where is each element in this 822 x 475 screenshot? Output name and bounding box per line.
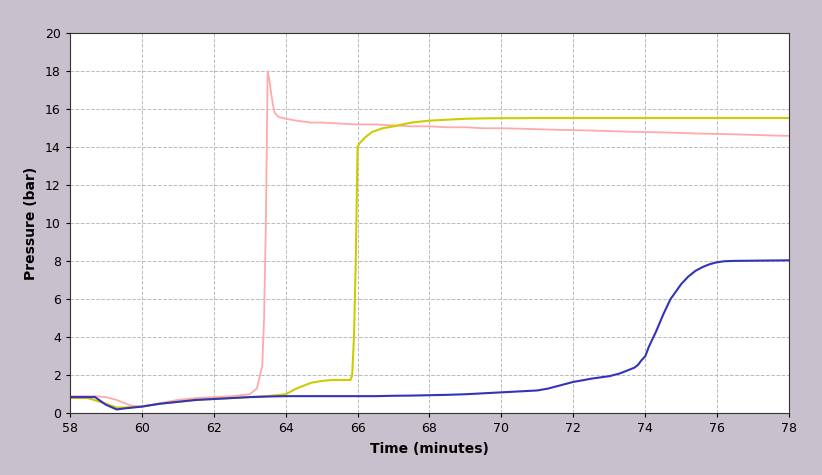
Can Pressure (bar) Test 4 <box>298 393 308 399</box>
Can Pressure (bar) Test 2 <box>65 395 75 401</box>
Can Pressure (bar) Test 2 <box>407 120 417 125</box>
Can Pressure (bar) Test 4 <box>65 394 75 400</box>
Line: Can Pressure (bar) Test 1: Can Pressure (bar) Test 1 <box>70 71 789 407</box>
Can Pressure (bar) Test 2 <box>784 115 794 121</box>
Can Pressure (bar) Test 4 <box>644 344 653 350</box>
Can Pressure (bar) Test 1 <box>245 391 255 397</box>
Can Pressure (bar) Test 2 <box>378 125 388 131</box>
Can Pressure (bar) Test 2 <box>424 118 434 124</box>
X-axis label: Time (minutes): Time (minutes) <box>370 442 489 456</box>
Can Pressure (bar) Test 1 <box>191 395 201 401</box>
Y-axis label: Pressure (bar): Pressure (bar) <box>24 167 38 280</box>
Line: Can Pressure (bar) Test 4: Can Pressure (bar) Test 4 <box>70 260 789 409</box>
Can Pressure (bar) Test 4 <box>112 407 122 412</box>
Can Pressure (bar) Test 4 <box>748 258 758 264</box>
Can Pressure (bar) Test 4 <box>630 365 640 370</box>
Can Pressure (bar) Test 4 <box>280 393 290 399</box>
Can Pressure (bar) Test 1 <box>766 133 776 138</box>
Can Pressure (bar) Test 2 <box>227 395 237 401</box>
Can Pressure (bar) Test 2 <box>496 115 506 121</box>
Can Pressure (bar) Test 1 <box>263 68 273 74</box>
Can Pressure (bar) Test 4 <box>784 257 794 263</box>
Can Pressure (bar) Test 1 <box>136 404 146 409</box>
Can Pressure (bar) Test 1 <box>65 393 75 399</box>
Can Pressure (bar) Test 1 <box>712 131 722 137</box>
Can Pressure (bar) Test 1 <box>126 403 136 408</box>
Can Pressure (bar) Test 1 <box>784 133 794 139</box>
Can Pressure (bar) Test 2 <box>533 115 543 121</box>
Line: Can Pressure (bar) Test 2: Can Pressure (bar) Test 2 <box>70 118 789 408</box>
Can Pressure (bar) Test 2 <box>112 405 122 410</box>
Can Pressure (bar) Test 4 <box>690 268 700 274</box>
Can Pressure (bar) Test 2 <box>345 377 355 383</box>
Can Pressure (bar) Test 1 <box>268 103 278 108</box>
